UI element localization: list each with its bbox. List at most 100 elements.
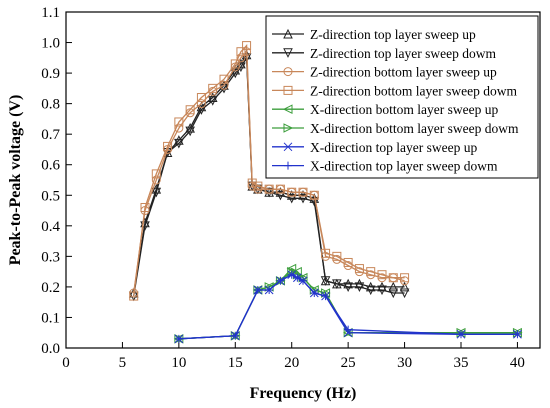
x-tick-label: 40 bbox=[510, 355, 525, 371]
data-point bbox=[399, 288, 410, 299]
data-point bbox=[343, 257, 353, 267]
legend-marker bbox=[284, 161, 292, 170]
data-point bbox=[275, 184, 285, 194]
legend-entry: Z-direction bottom layer sweep dowm bbox=[272, 83, 517, 98]
legend-entry: X-direction top layer sweep dowm bbox=[272, 159, 498, 174]
legend-entry: X-direction bottom layer sweep dowm bbox=[272, 121, 519, 136]
legend-entry: X-direction bottom layer sweep up bbox=[272, 102, 498, 117]
data-point bbox=[207, 96, 218, 106]
legend-label: X-direction bottom layer sweep up bbox=[310, 102, 498, 117]
data-point bbox=[298, 187, 308, 197]
data-point bbox=[247, 178, 257, 188]
data-point bbox=[310, 289, 319, 298]
data-point bbox=[298, 193, 308, 204]
data-point bbox=[219, 74, 229, 84]
data-point bbox=[293, 273, 302, 282]
data-point bbox=[309, 190, 319, 200]
data-point bbox=[151, 187, 162, 198]
data-point bbox=[174, 117, 184, 127]
x-tick-label: 20 bbox=[284, 355, 299, 371]
data-point bbox=[174, 334, 183, 343]
data-point bbox=[253, 285, 262, 294]
data-point bbox=[275, 190, 286, 201]
data-point bbox=[377, 281, 387, 292]
legend-label: Z-direction bottom layer sweep up bbox=[310, 65, 497, 80]
data-point bbox=[185, 105, 195, 115]
data-point bbox=[196, 105, 207, 115]
data-point bbox=[236, 47, 246, 57]
data-point bbox=[400, 273, 410, 283]
legend-items: Z-direction top layer sweep up Z-directio… bbox=[272, 27, 519, 174]
data-point bbox=[320, 276, 331, 286]
data-point bbox=[230, 68, 241, 79]
data-point bbox=[388, 288, 399, 299]
data-point bbox=[163, 141, 173, 151]
data-point bbox=[299, 276, 307, 285]
legend-marker bbox=[283, 48, 293, 58]
data-point bbox=[151, 175, 161, 185]
data-point bbox=[275, 187, 286, 197]
data-point bbox=[377, 285, 387, 296]
data-point bbox=[332, 279, 342, 289]
data-point bbox=[236, 53, 246, 63]
data-point bbox=[366, 267, 376, 277]
data-point bbox=[264, 187, 274, 198]
data-point bbox=[344, 325, 353, 334]
data-point bbox=[343, 282, 353, 293]
legend-marker bbox=[283, 67, 293, 77]
y-tick-label: 0.0 bbox=[41, 341, 60, 357]
data-point bbox=[286, 193, 297, 204]
y-tick-label: 1.0 bbox=[41, 36, 60, 52]
data-point bbox=[298, 190, 308, 200]
data-point bbox=[196, 93, 206, 103]
data-point bbox=[287, 270, 296, 279]
data-point bbox=[354, 282, 365, 293]
data-point bbox=[377, 270, 387, 280]
legend-entry: Z-direction bottom layer sweep up bbox=[272, 65, 497, 80]
data-point bbox=[129, 291, 139, 301]
series-8 bbox=[174, 270, 522, 343]
data-point bbox=[276, 276, 285, 285]
data-point bbox=[286, 263, 297, 274]
x-tick-label: 15 bbox=[228, 355, 243, 371]
data-point bbox=[151, 169, 161, 179]
y-axis-label: Peak-to-Peak voltage (V) bbox=[7, 95, 24, 266]
data-point bbox=[321, 248, 331, 258]
legend-box bbox=[265, 15, 539, 179]
x-tick-label: 0 bbox=[62, 355, 70, 371]
data-point bbox=[230, 59, 240, 69]
legend-entry: Z-direction top layer sweep up bbox=[272, 27, 476, 42]
data-point bbox=[231, 331, 240, 340]
legend-entry: Z-direction top layer sweep dowm bbox=[272, 46, 496, 61]
data-point bbox=[388, 281, 399, 292]
y-tick-label: 0.5 bbox=[41, 188, 60, 204]
x-tick-label: 5 bbox=[119, 355, 127, 371]
y-tick-label: 0.4 bbox=[41, 219, 60, 235]
data-point bbox=[253, 181, 263, 191]
legend: Z-direction top layer sweep up Z-directio… bbox=[265, 15, 539, 179]
y-tick-label: 1.1 bbox=[41, 5, 60, 21]
data-point bbox=[457, 330, 465, 339]
y-tick-label: 0.2 bbox=[41, 280, 60, 296]
legend-marker bbox=[283, 123, 294, 133]
data-point bbox=[208, 83, 218, 93]
data-point bbox=[242, 41, 252, 51]
data-point bbox=[265, 285, 274, 294]
legend-marker bbox=[283, 142, 293, 152]
data-point bbox=[264, 184, 274, 194]
legend-marker bbox=[283, 28, 293, 39]
y-tick-label: 0.3 bbox=[41, 249, 60, 265]
data-point bbox=[354, 264, 364, 274]
data-point bbox=[286, 190, 297, 200]
legend-label: X-direction bottom layer sweep dowm bbox=[310, 121, 519, 136]
x-tick-label: 10 bbox=[171, 355, 186, 371]
data-point bbox=[513, 330, 522, 339]
data-point bbox=[140, 202, 150, 212]
data-point bbox=[354, 278, 365, 289]
data-point bbox=[196, 99, 206, 109]
y-tick-label: 0.8 bbox=[41, 97, 60, 113]
data-point bbox=[399, 281, 410, 292]
series-layer bbox=[128, 41, 523, 344]
legend-entry: X-direction top layer sweep up bbox=[272, 140, 477, 155]
